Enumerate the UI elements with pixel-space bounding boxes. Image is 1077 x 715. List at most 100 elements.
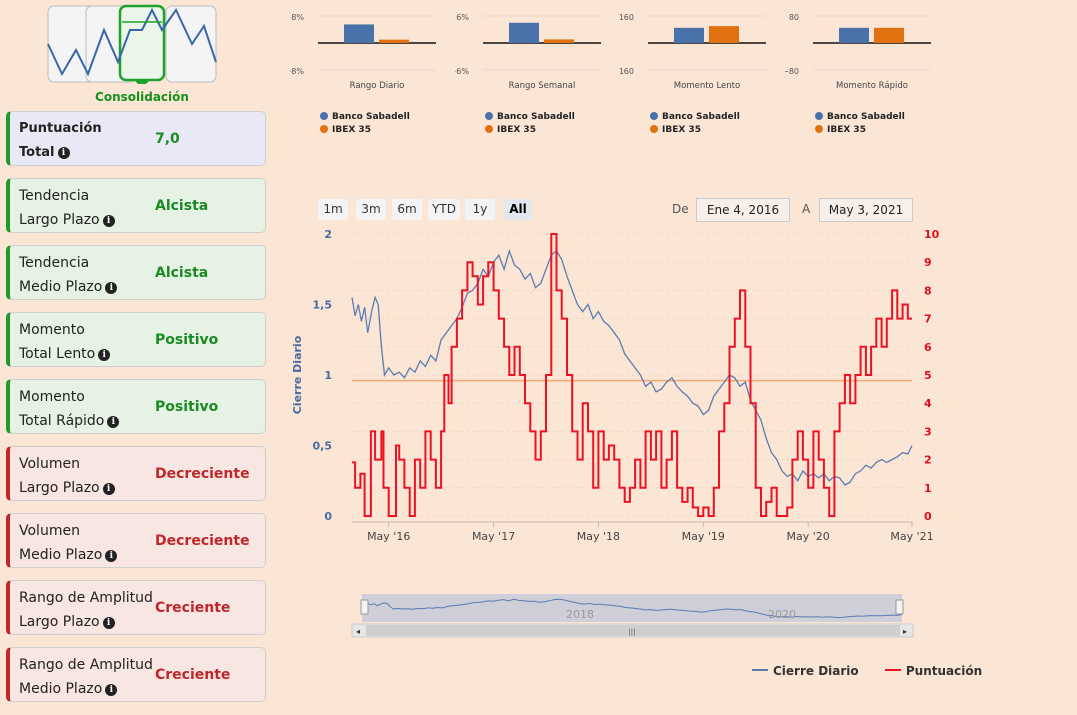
mini-legend-bank-label: Banco Sabadell bbox=[662, 112, 740, 122]
range-button-1y[interactable]: 1y bbox=[465, 199, 495, 220]
series-line-score bbox=[352, 233, 912, 517]
mini-legend-bank[interactable]: Banco Sabadell bbox=[485, 111, 575, 124]
scorecard-6[interactable]: Volumen Medio Plazo i Decreciente bbox=[6, 513, 266, 568]
right-tick-label: 6 bbox=[924, 341, 932, 354]
logo-label: Consolidación bbox=[95, 90, 189, 104]
right-tick-label: 4 bbox=[924, 397, 932, 410]
scorecard-value: Creciente bbox=[155, 600, 231, 616]
info-icon[interactable]: i bbox=[102, 617, 115, 629]
scorecard-7[interactable]: Rango de Amplitud Largo Plazo i Creciente bbox=[6, 580, 266, 635]
mini-legend-bank-label: Banco Sabadell bbox=[332, 112, 410, 122]
right-tick-label: 0 bbox=[924, 510, 932, 523]
scorecard-line2: Medio Plazo i bbox=[19, 279, 118, 295]
mini-chart-1: 6% −6% Rango Semanal bbox=[450, 6, 615, 96]
mini-legend-ibex-label: IBEX 35 bbox=[662, 125, 701, 135]
right-tick-label: 5 bbox=[924, 369, 932, 382]
navigator[interactable]: 2018 2020 ◂ ▸ ||| bbox=[350, 592, 915, 640]
scorecard-0[interactable]: Puntuación Total i 7,0 bbox=[6, 111, 266, 166]
legend-item-score[interactable]: Puntuación bbox=[884, 664, 982, 678]
scorecard-line2-text: Largo Plazo bbox=[19, 480, 100, 496]
range-button-all[interactable]: All bbox=[504, 199, 532, 220]
mini-legend-2: Banco Sabadell IBEX 35 bbox=[650, 111, 740, 137]
scorecard-8[interactable]: Rango de Amplitud Medio Plazo i Creciente bbox=[6, 647, 266, 702]
right-tick-label: 8 bbox=[924, 284, 932, 297]
mini-legend-ibex[interactable]: IBEX 35 bbox=[815, 124, 905, 137]
mini-bar-bank bbox=[509, 22, 539, 43]
scorecard-value: Positivo bbox=[155, 399, 219, 415]
from-date-input[interactable]: Ene 4, 2016 bbox=[696, 198, 790, 222]
to-date-input[interactable]: May 3, 2021 bbox=[819, 198, 913, 222]
scroll-left-icon[interactable]: ◂ bbox=[356, 627, 360, 636]
scorecard-line1: Momento bbox=[19, 389, 85, 405]
left-tick-label: 1,5 bbox=[313, 299, 333, 312]
info-icon[interactable]: i bbox=[57, 147, 70, 159]
scorecard-line2-text: Total Lento bbox=[19, 346, 96, 362]
info-icon[interactable]: i bbox=[102, 483, 115, 495]
scorecard-line2-text: Largo Plazo bbox=[19, 212, 100, 228]
navigator-scrollbar-thumb[interactable] bbox=[366, 625, 900, 636]
scorecard-value: Positivo bbox=[155, 332, 219, 348]
range-button-1m[interactable]: 1m bbox=[318, 199, 348, 220]
mini-legend-ibex[interactable]: IBEX 35 bbox=[650, 124, 740, 137]
chart-legend: Cierre Diario Puntuación bbox=[752, 664, 1004, 678]
scorecard-value: Decreciente bbox=[155, 533, 250, 549]
scorecard-line2-text: Total Rápido bbox=[19, 413, 105, 429]
scorecard-line2-text: Medio Plazo bbox=[19, 279, 103, 295]
scorecard-line2: Largo Plazo i bbox=[19, 480, 115, 496]
scorecard-line1: Volumen bbox=[19, 456, 80, 472]
mini-title: Momento Lento bbox=[674, 81, 740, 91]
mini-legend-ibex-label: IBEX 35 bbox=[497, 125, 536, 135]
mini-legend-ibex[interactable]: IBEX 35 bbox=[320, 124, 410, 137]
scorecard-3[interactable]: Momento Total Lento i Positivo bbox=[6, 312, 266, 367]
right-tick-label: 10 bbox=[924, 228, 940, 241]
scorecard-1[interactable]: Tendencia Largo Plazo i Alcista bbox=[6, 178, 266, 233]
scroll-grip-icon: ||| bbox=[628, 628, 635, 636]
mini-legend-bank[interactable]: Banco Sabadell bbox=[320, 111, 410, 124]
navigator-handle-left[interactable] bbox=[360, 599, 369, 615]
legend-item-close[interactable]: Cierre Diario bbox=[752, 664, 859, 678]
range-button-6m[interactable]: 6m bbox=[392, 199, 422, 220]
from-label: De bbox=[672, 202, 689, 216]
mini-chart-3: 80 −80 Momento Rápido bbox=[782, 6, 945, 96]
scorecard-line2: Largo Plazo i bbox=[19, 614, 115, 630]
scorecard-4[interactable]: Momento Total Rápido i Positivo bbox=[6, 379, 266, 434]
scorecard-5[interactable]: Volumen Largo Plazo i Decreciente bbox=[6, 446, 266, 501]
info-icon[interactable]: i bbox=[107, 416, 120, 428]
scorecard-line1: Puntuación bbox=[19, 121, 102, 136]
scorecard-2[interactable]: Tendencia Medio Plazo i Alcista bbox=[6, 245, 266, 300]
range-button-3m[interactable]: 3m bbox=[356, 199, 386, 220]
left-axis-title: Cierre Diario bbox=[291, 335, 304, 414]
range-button-ytd[interactable]: YTD bbox=[428, 199, 460, 220]
mini-legend-bank-label: Banco Sabadell bbox=[827, 112, 905, 122]
info-icon[interactable]: i bbox=[105, 684, 118, 696]
info-icon[interactable]: i bbox=[102, 215, 115, 227]
left-tick-label: 0 bbox=[324, 510, 332, 523]
mini-legend-ibex-label: IBEX 35 bbox=[827, 125, 866, 135]
x-tick-label: May '18 bbox=[577, 530, 620, 543]
mini-bar-bank bbox=[674, 27, 704, 43]
scorecard-line1: Tendencia bbox=[19, 188, 90, 204]
info-icon[interactable]: i bbox=[105, 282, 118, 294]
scorecard-line2-text: Largo Plazo bbox=[19, 614, 100, 630]
scorecard-line1: Rango de Amplitud bbox=[19, 657, 153, 673]
mini-legend-ibex[interactable]: IBEX 35 bbox=[485, 124, 575, 137]
info-icon[interactable]: i bbox=[105, 550, 118, 562]
scorecard-line1: Momento bbox=[19, 322, 85, 338]
mini-legend-bank[interactable]: Banco Sabadell bbox=[815, 111, 905, 124]
mini-ymax: 8% bbox=[291, 13, 304, 22]
scroll-right-icon[interactable]: ▸ bbox=[903, 627, 907, 636]
mini-legend-bank-label: Banco Sabadell bbox=[497, 112, 575, 122]
left-tick-label: 0,5 bbox=[313, 440, 333, 453]
scorecard-value: Decreciente bbox=[155, 466, 250, 482]
mini-bar-ibex bbox=[709, 26, 739, 43]
scorecard-line1: Rango de Amplitud bbox=[19, 590, 153, 606]
x-tick-label: May '20 bbox=[787, 530, 830, 543]
mini-legend-0: Banco Sabadell IBEX 35 bbox=[320, 111, 410, 137]
mini-title: Rango Semanal bbox=[509, 81, 576, 91]
mini-legend-bank[interactable]: Banco Sabadell bbox=[650, 111, 740, 124]
mini-ymax: 80 bbox=[789, 13, 799, 22]
navigator-handle-right[interactable] bbox=[895, 599, 904, 615]
right-tick-label: 3 bbox=[924, 425, 932, 438]
info-icon[interactable]: i bbox=[98, 349, 111, 361]
to-label: A bbox=[802, 202, 811, 216]
